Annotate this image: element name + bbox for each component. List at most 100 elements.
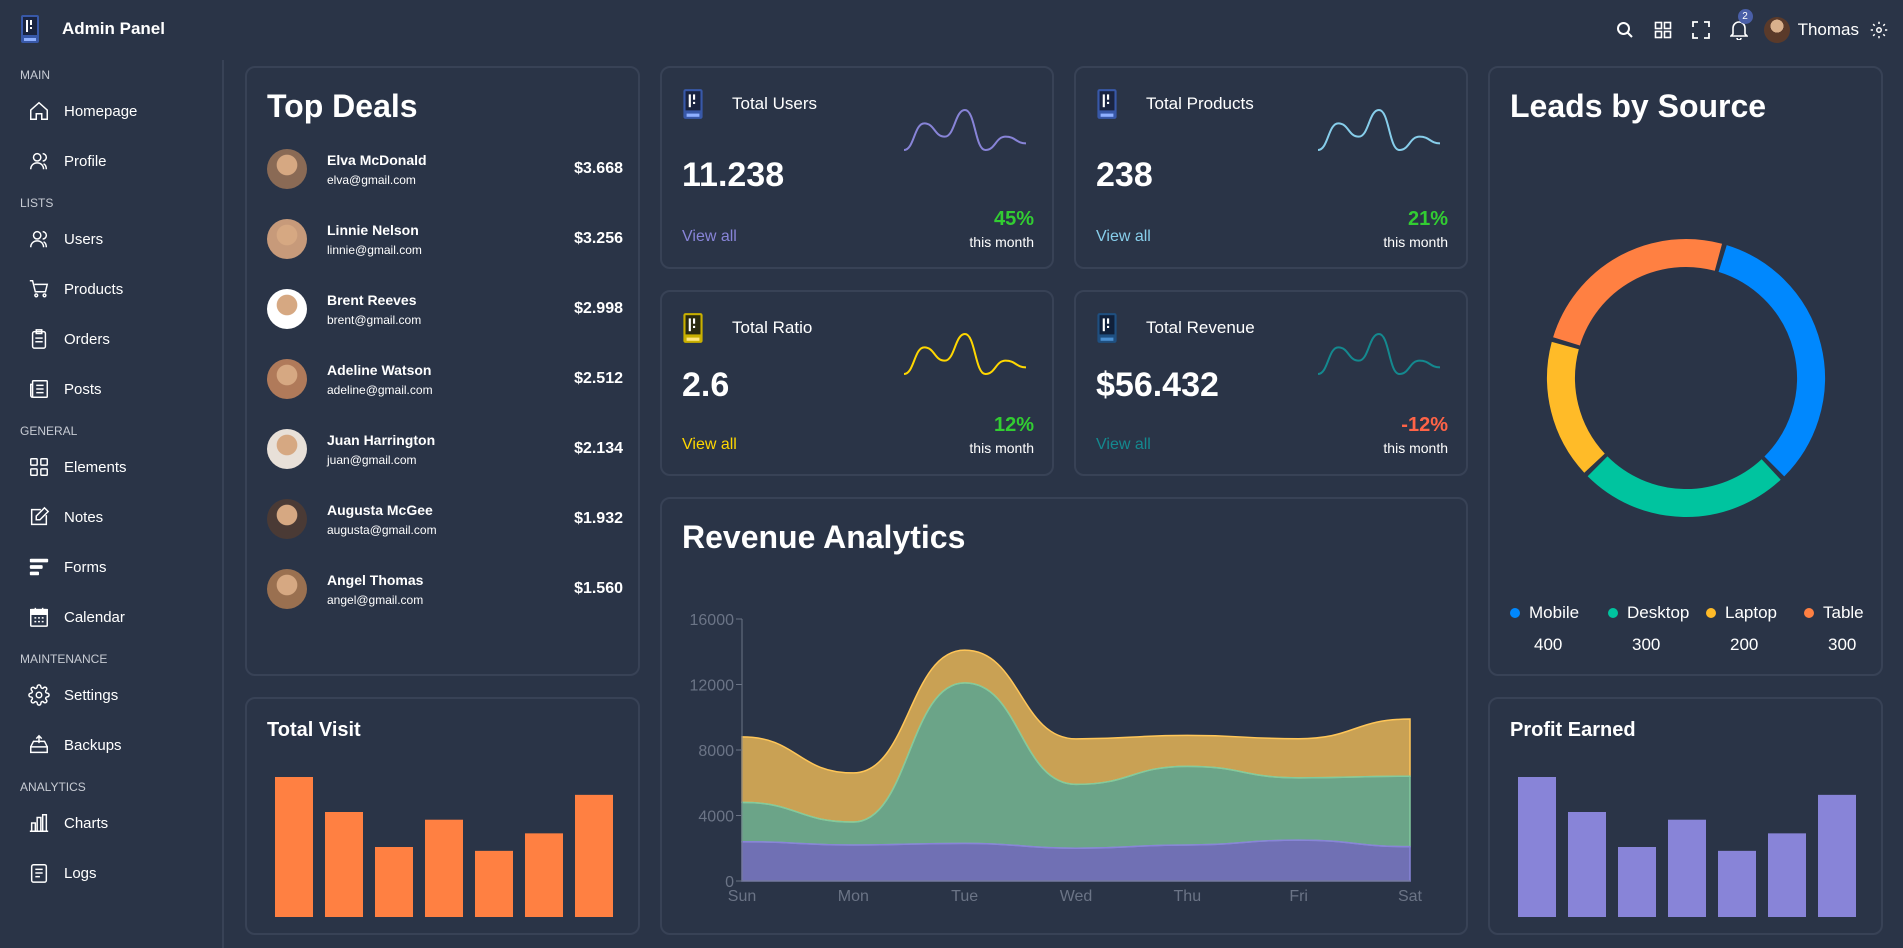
stat-value: 11.238 (682, 156, 785, 194)
logo-icon (21, 15, 39, 43)
bar[interactable] (375, 847, 413, 917)
deal-name: Brent Reeves (327, 291, 417, 308)
sidebar-item-label: Products (64, 280, 124, 298)
sidebar-item-label: Calendar (64, 608, 125, 626)
deal-amount: $1.560 (574, 580, 623, 597)
deal-row[interactable]: Adeline Watson adeline@gmail.com $2.512 (267, 358, 623, 400)
sidebar-section-title: GENERAL (20, 424, 78, 438)
bar[interactable] (325, 812, 363, 917)
notifications-button[interactable]: 2 (1720, 9, 1758, 46)
x-tick-label: Sat (1398, 888, 1423, 905)
legend-value: 300 (1828, 635, 1857, 654)
user-icon (30, 152, 48, 170)
stat-card-revenue: Total Revenue $56.432 View all -12% this… (1074, 290, 1468, 476)
view-all-link[interactable]: View all (1096, 436, 1151, 453)
stat-period: this month (1383, 234, 1448, 250)
sidebar-item-users[interactable]: Users (0, 214, 222, 264)
view-all-link[interactable]: View all (682, 436, 737, 453)
y-tick-label: 12000 (690, 678, 735, 695)
sidebar-item-settings[interactable]: Settings (0, 670, 222, 720)
deal-info: Augusta McGee augusta@gmail.com (327, 502, 574, 537)
bar[interactable] (1718, 850, 1756, 917)
deal-row[interactable]: Angel Thomas angel@gmail.com $1.560 (267, 568, 623, 610)
sidebar-item-elements[interactable]: Elements (0, 442, 222, 492)
legend-value: 300 (1632, 635, 1661, 654)
deal-row[interactable]: Brent Reeves brent@gmail.com $2.998 (267, 288, 623, 330)
deal-row[interactable]: Elva McDonald elva@gmail.com $3.668 (267, 148, 623, 190)
ratio-stat-icon (683, 313, 703, 343)
deal-info: Elva McDonald elva@gmail.com (327, 152, 574, 187)
legend-item: Desktop 300 (1608, 603, 1706, 655)
sidebar-item-products[interactable]: Products (0, 264, 222, 314)
bar[interactable] (1518, 777, 1556, 917)
sidebar-item-label: Orders (64, 330, 110, 348)
users-icon (30, 230, 48, 248)
bar[interactable] (425, 819, 463, 917)
deal-info: Brent Reeves brent@gmail.com (327, 292, 574, 327)
avatar (267, 569, 307, 609)
y-tick-label: 8000 (698, 743, 734, 760)
sidebar-item-calendar[interactable]: Calendar (0, 592, 222, 642)
legend-dot (1706, 608, 1716, 618)
cart-icon (29, 280, 49, 298)
search-button[interactable] (1606, 14, 1644, 46)
sidebar-item-homepage[interactable]: Homepage (0, 86, 222, 136)
stat-label: Total Users (732, 94, 818, 113)
deal-amount: $3.256 (574, 230, 623, 247)
y-tick-label: 4000 (698, 809, 734, 826)
view-all-link[interactable]: View all (682, 228, 737, 245)
settings-button[interactable] (1867, 14, 1891, 46)
grid-icon (1654, 21, 1671, 39)
donut-slice[interactable] (1587, 456, 1781, 517)
products-sparkline (1317, 108, 1441, 152)
sidebar-item-posts[interactable]: Posts (0, 364, 222, 414)
sidebar-item-orders[interactable]: Orders (0, 314, 222, 364)
sidebar-item-logs[interactable]: Logs (0, 848, 222, 898)
x-tick-label: Wed (1060, 888, 1093, 905)
view-all-link[interactable]: View all (1096, 228, 1151, 245)
deal-name: Linnie Nelson (327, 221, 419, 238)
x-tick-label: Tue (951, 888, 978, 905)
apps-button[interactable] (1644, 14, 1682, 46)
ratio-sparkline (903, 332, 1027, 376)
bar[interactable] (1818, 794, 1856, 917)
bar[interactable] (525, 833, 563, 917)
user-menu[interactable]: Thomas (1763, 17, 1859, 43)
avatar (267, 149, 307, 189)
sidebar-item-notes[interactable]: Notes (0, 492, 222, 542)
deal-amount: $2.998 (574, 300, 623, 317)
posts-icon (30, 380, 48, 398)
bar[interactable] (475, 850, 513, 917)
brand[interactable]: Admin Panel (20, 14, 165, 44)
donut-slice[interactable] (1553, 239, 1723, 346)
sidebar-item-charts[interactable]: Charts (0, 798, 222, 848)
legend-item: Table 300 (1804, 603, 1902, 655)
notification-badge: 2 (1737, 9, 1753, 24)
bar[interactable] (1768, 833, 1806, 917)
deal-row[interactable]: Linnie Nelson linnie@gmail.com $3.256 (267, 218, 623, 260)
sidebar-item-forms[interactable]: Forms (0, 542, 222, 592)
deal-email: juan@gmail.com (327, 452, 417, 467)
bar[interactable] (1568, 812, 1606, 917)
bar[interactable] (575, 794, 613, 917)
sidebar-item-backups[interactable]: Backups (0, 720, 222, 770)
sparkline-path (903, 108, 1027, 152)
bar[interactable] (275, 777, 313, 917)
deal-name: Adeline Watson (327, 361, 432, 378)
deal-row[interactable]: Juan Harrington juan@gmail.com $2.134 (267, 428, 623, 470)
avatar (267, 429, 307, 469)
deal-row[interactable]: Augusta McGee augusta@gmail.com $1.932 (267, 498, 623, 540)
legend-dot (1804, 608, 1814, 618)
donut-slice[interactable] (1718, 245, 1825, 477)
donut-slice[interactable] (1547, 341, 1606, 473)
sidebar-item-label: Homepage (64, 102, 138, 120)
note-icon (30, 506, 50, 526)
bar[interactable] (1618, 847, 1656, 917)
products-stat-icon (1097, 89, 1117, 119)
expand-icon (1691, 21, 1710, 39)
backup-icon (30, 734, 48, 754)
sidebar-item-profile[interactable]: Profile (0, 136, 222, 186)
bar[interactable] (1668, 819, 1706, 917)
fullscreen-button[interactable] (1682, 14, 1720, 46)
sidebar-item-label: Notes (64, 508, 104, 526)
